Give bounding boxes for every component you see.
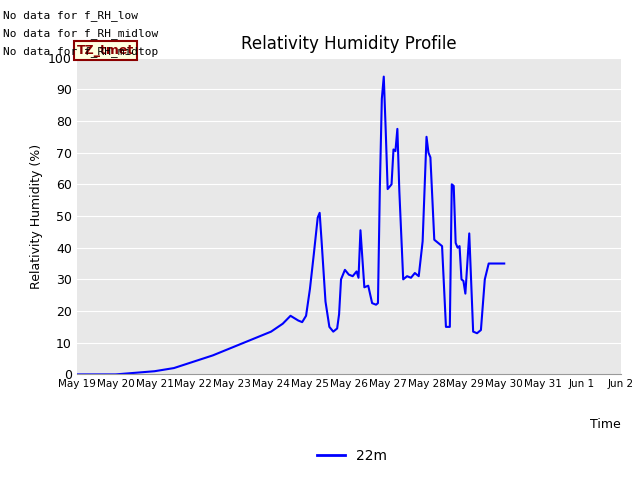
Text: TZ_tmet: TZ_tmet (77, 44, 134, 57)
Y-axis label: Relativity Humidity (%): Relativity Humidity (%) (29, 144, 42, 288)
Text: Time: Time (590, 418, 621, 431)
Text: No data for f_RH_midlow: No data for f_RH_midlow (3, 28, 159, 39)
Title: Relativity Humidity Profile: Relativity Humidity Profile (241, 35, 456, 53)
Text: No data for f_RH_low: No data for f_RH_low (3, 10, 138, 21)
Legend: 22m: 22m (312, 443, 392, 468)
Text: No data for f_RH_midtop: No data for f_RH_midtop (3, 46, 159, 57)
